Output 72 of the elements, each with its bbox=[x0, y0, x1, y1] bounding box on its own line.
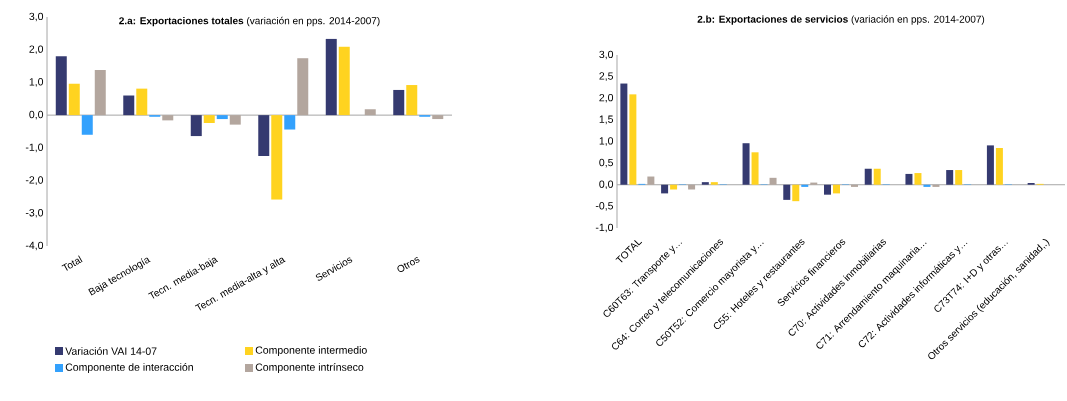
bar bbox=[216, 115, 228, 120]
bar bbox=[995, 147, 1003, 185]
y-tick-label: -3,0 bbox=[25, 208, 44, 218]
x-tick-label: Total bbox=[61, 255, 83, 271]
bar bbox=[136, 88, 148, 116]
bar bbox=[325, 38, 337, 116]
bar bbox=[162, 115, 174, 121]
y-tick-label: 0,0 bbox=[599, 180, 614, 190]
bar bbox=[769, 177, 777, 185]
bar bbox=[923, 184, 931, 187]
y-tick-label: 2,0 bbox=[599, 93, 614, 103]
bar bbox=[123, 95, 135, 116]
bar bbox=[833, 184, 840, 194]
bar bbox=[258, 115, 270, 157]
bar bbox=[783, 184, 791, 200]
bar bbox=[203, 115, 215, 123]
legend-label: Componente de interacción bbox=[65, 363, 193, 373]
bar bbox=[955, 170, 963, 185]
bar bbox=[932, 184, 940, 187]
bar bbox=[297, 58, 309, 116]
y-tick-label: 1,5 bbox=[599, 115, 614, 125]
chart-title: 2.b: Exportaciones de servicios (variación en pps. 2014-2007) bbox=[697, 15, 985, 25]
bar bbox=[406, 85, 418, 116]
y-tick-label: 3,0 bbox=[29, 12, 44, 22]
bar bbox=[620, 83, 628, 185]
y-tick-label: 1,0 bbox=[599, 137, 614, 146]
bar bbox=[68, 83, 80, 116]
y-tick-label: -1,0 bbox=[595, 223, 614, 233]
y-tick-label: 1,0 bbox=[29, 78, 44, 87]
bar bbox=[905, 173, 913, 185]
y-tick-label: 2,0 bbox=[29, 45, 44, 55]
bar bbox=[647, 176, 655, 185]
bar bbox=[873, 168, 881, 185]
legend-label: Componente intermedio bbox=[255, 346, 367, 356]
bar bbox=[190, 115, 202, 137]
bar bbox=[946, 170, 954, 185]
bar bbox=[824, 184, 831, 195]
y-tick-label: -0,5 bbox=[595, 202, 614, 211]
bar bbox=[851, 184, 858, 187]
y-tick-label: 2,5 bbox=[599, 72, 614, 81]
legend-label: Variación VAI 14-07 bbox=[65, 347, 157, 355]
bar bbox=[229, 115, 241, 125]
y-tick-label: 3,0 bbox=[599, 50, 614, 60]
bar bbox=[94, 69, 106, 116]
bar bbox=[742, 143, 750, 185]
y-tick-label: 0,5 bbox=[599, 158, 614, 168]
bar bbox=[284, 115, 296, 130]
bar bbox=[81, 115, 93, 135]
bar bbox=[710, 182, 718, 185]
bar bbox=[801, 184, 809, 187]
chart-title: 2.a: Exportaciones totales (variación en pps. 2014-2007) bbox=[119, 16, 380, 27]
y-tick-label: -4,0 bbox=[25, 241, 44, 251]
bar bbox=[914, 173, 922, 185]
bar bbox=[629, 94, 637, 185]
bar bbox=[864, 168, 872, 185]
bar bbox=[432, 115, 444, 120]
y-tick-label: -1,0 bbox=[25, 143, 44, 153]
bar bbox=[393, 89, 405, 116]
bar bbox=[364, 109, 376, 116]
bar bbox=[986, 145, 994, 185]
bar bbox=[55, 56, 67, 116]
bar bbox=[661, 184, 669, 194]
x-tick-label: Otros bbox=[397, 257, 420, 273]
bar bbox=[701, 182, 709, 185]
bar bbox=[751, 152, 759, 185]
bar bbox=[271, 115, 283, 200]
bar bbox=[338, 46, 350, 116]
legend-label: Componente intrínseco bbox=[255, 363, 364, 373]
y-tick-label: -2,0 bbox=[25, 176, 44, 185]
bar bbox=[792, 184, 800, 202]
y-tick-label: 0,0 bbox=[29, 110, 44, 120]
bar bbox=[810, 182, 818, 185]
